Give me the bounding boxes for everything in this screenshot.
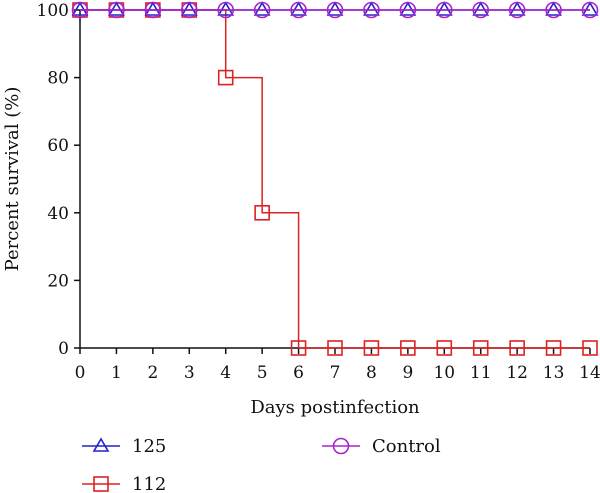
data-point-control (508, 1, 526, 19)
data-point-112 (400, 340, 416, 356)
data-point-125 (435, 1, 453, 16)
data-point-125 (71, 1, 89, 16)
x-tick-label: 11 (470, 363, 492, 383)
y-tick-label: 100 (37, 1, 69, 21)
data-point-125 (217, 1, 235, 16)
x-tick-label: 5 (257, 363, 268, 383)
x-tick-label: 14 (579, 363, 600, 383)
x-tick-label: 10 (433, 363, 455, 383)
x-tick-label: 0 (75, 363, 86, 383)
data-point-125 (253, 1, 271, 16)
data-point-control (581, 1, 599, 19)
x-tick-label: 12 (506, 363, 528, 383)
x-tick-label: 6 (293, 363, 304, 383)
data-point-125 (108, 1, 125, 16)
series-line-112 (80, 9, 590, 349)
legend-marker-112 (93, 476, 109, 492)
data-point-control (144, 1, 162, 19)
x-tick-label: 7 (330, 363, 341, 383)
y-axis-title: Percent survival (%) (2, 87, 23, 272)
data-point-control (472, 1, 490, 19)
x-tick-label: 13 (543, 363, 565, 383)
data-point-112 (327, 340, 343, 356)
x-tick-label: 9 (402, 363, 413, 383)
data-point-125 (472, 1, 490, 16)
data-point-112 (582, 340, 598, 356)
legend-label-112: 112 (132, 474, 166, 493)
legend-item-125: 125 (82, 436, 166, 457)
y-tick-label: 80 (47, 69, 69, 89)
data-point-125 (290, 1, 307, 16)
data-point-125 (144, 1, 162, 16)
data-point-control (180, 1, 198, 19)
data-point-125 (545, 1, 562, 16)
legend-marker-control (332, 437, 350, 455)
data-point-control (108, 1, 125, 19)
legend-item-112: 112 (82, 474, 166, 493)
data-point-control (71, 1, 89, 19)
y-tick-label: 0 (58, 339, 69, 359)
legend-marker-125 (92, 437, 110, 452)
data-point-112 (217, 69, 234, 86)
legend-label-control: Control (372, 436, 441, 457)
data-point-125 (326, 1, 344, 16)
data-point-125 (180, 1, 198, 16)
x-tick-label: 4 (220, 363, 231, 383)
y-tick-label: 20 (47, 271, 69, 291)
x-tick-label: 2 (147, 363, 158, 383)
y-tick-label: 60 (47, 136, 69, 156)
data-point-125 (363, 1, 380, 16)
data-point-112 (545, 340, 562, 356)
data-point-125 (399, 1, 417, 16)
data-point-control (363, 1, 380, 19)
x-tick-label: 8 (366, 363, 377, 383)
data-point-112 (290, 340, 307, 356)
legend-item-control: Control (322, 436, 441, 457)
data-point-control (545, 1, 562, 19)
data-point-112 (509, 340, 525, 356)
y-tick-label: 40 (47, 204, 69, 224)
legend: 125 Control 112 (82, 436, 441, 493)
x-tick-label: 3 (184, 363, 195, 383)
x-axis-title: Days postinfection (250, 397, 420, 418)
data-point-125 (508, 1, 526, 16)
data-point-control (435, 1, 453, 19)
data-point-112 (472, 340, 489, 356)
data-point-125 (581, 1, 599, 16)
data-point-control (399, 1, 417, 19)
legend-label-125: 125 (132, 436, 166, 457)
data-point-112 (254, 205, 270, 221)
x-tick-label: 1 (111, 363, 122, 383)
data-point-112 (363, 340, 380, 356)
data-point-control (253, 1, 271, 19)
data-point-112 (436, 340, 453, 356)
data-point-control (326, 1, 344, 19)
data-point-control (290, 1, 307, 19)
data-point-control (217, 1, 235, 19)
